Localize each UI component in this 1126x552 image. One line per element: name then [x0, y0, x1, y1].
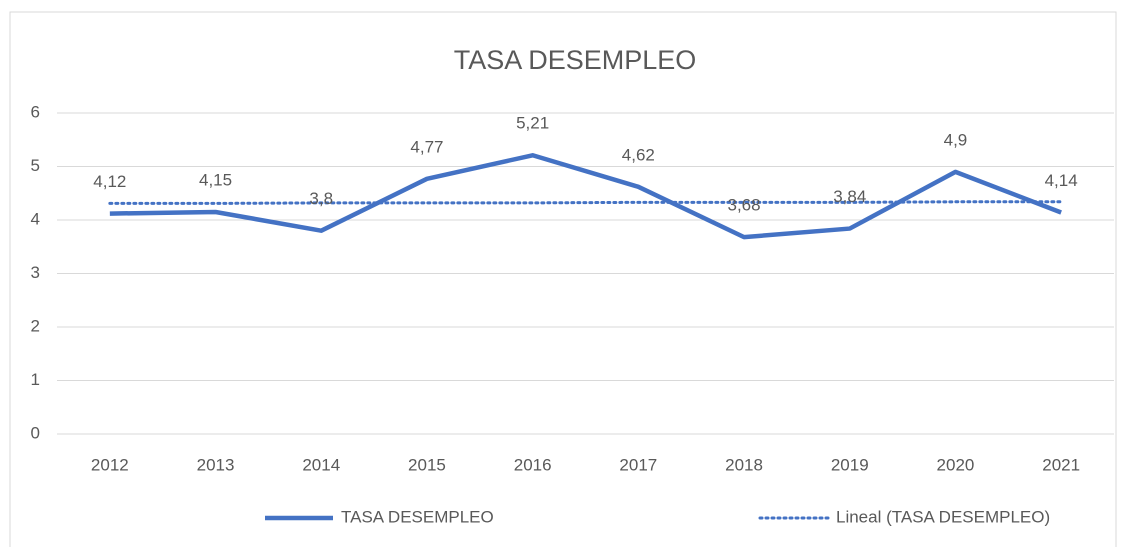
series-line [109, 153, 1062, 240]
x-tick-label: 2021 [1042, 455, 1080, 474]
y-tick-label: 4 [31, 209, 40, 228]
data-label: 4,12 [93, 172, 126, 191]
chart-border [9, 11, 1117, 552]
x-tick-label: 2019 [831, 455, 869, 474]
x-tick-label: 2012 [91, 455, 129, 474]
legend-label: Lineal (TASA DESEMPLEO) [836, 507, 1050, 526]
x-tick-label: 2014 [302, 455, 340, 474]
data-label: 4,9 [944, 130, 968, 149]
data-label: 4,15 [199, 170, 232, 189]
data-label: 4,14 [1045, 171, 1078, 190]
x-tick-label: 2015 [408, 455, 446, 474]
chart-title: TASA DESEMPLEO [454, 45, 697, 75]
data-label: 3,8 [309, 189, 333, 208]
data-label: 3,84 [833, 187, 866, 206]
data-label: 4,77 [410, 137, 443, 156]
x-tick-label: 2013 [197, 455, 235, 474]
y-tick-label: 6 [31, 102, 40, 121]
x-tick-label: 2020 [937, 455, 975, 474]
y-tick-label: 5 [31, 156, 40, 175]
x-tick-label: 2016 [514, 455, 552, 474]
data-label: 3,68 [728, 196, 761, 215]
data-label: 4,62 [622, 145, 655, 164]
x-tick-label: 2017 [619, 455, 657, 474]
y-tick-label: 3 [31, 263, 40, 282]
y-tick-label: 2 [31, 316, 40, 335]
data-label: 5,21 [516, 114, 549, 133]
y-tick-label: 0 [31, 423, 40, 442]
x-tick-label: 2018 [725, 455, 763, 474]
legend-label: TASA DESEMPLEO [341, 507, 494, 526]
y-tick-label: 1 [31, 370, 40, 389]
